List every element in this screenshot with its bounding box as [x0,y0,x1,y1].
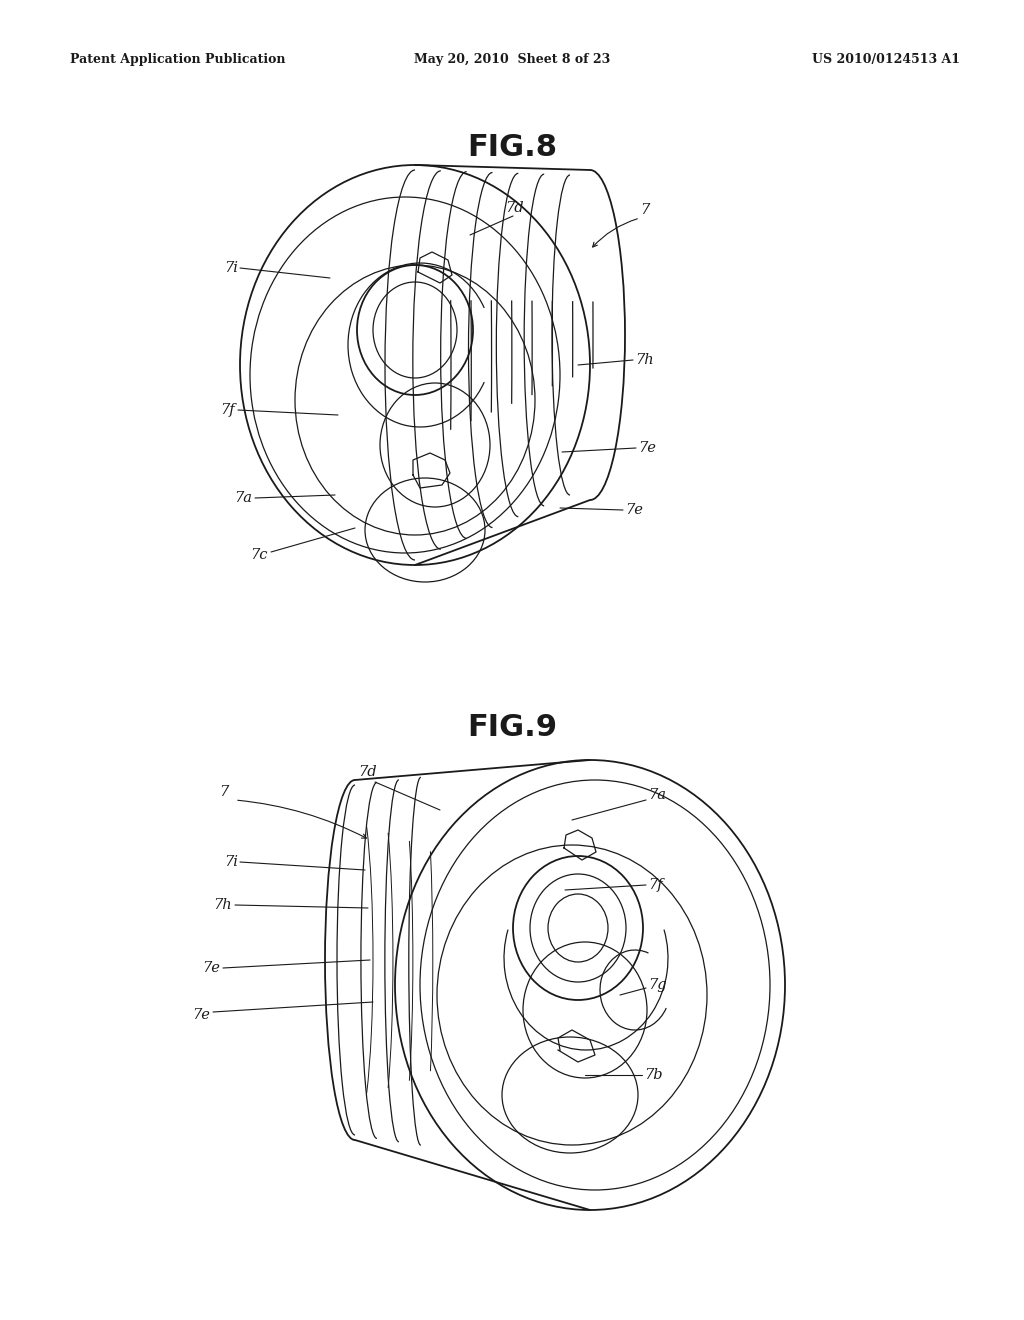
Text: 7c: 7c [251,548,268,562]
Text: 7h: 7h [635,352,653,367]
Text: 7g: 7g [648,978,667,993]
Text: 7: 7 [640,203,649,216]
Text: 7f: 7f [220,403,234,417]
Text: 7d: 7d [358,766,377,779]
Text: May 20, 2010  Sheet 8 of 23: May 20, 2010 Sheet 8 of 23 [414,54,610,66]
Text: 7i: 7i [224,261,238,275]
Text: 7h: 7h [213,898,232,912]
Text: 7e: 7e [202,961,220,975]
Text: 7a: 7a [234,491,252,506]
Text: 7e: 7e [193,1008,210,1022]
Text: 7b: 7b [644,1068,663,1082]
Text: 7a: 7a [648,788,666,803]
Text: 7: 7 [219,785,228,799]
Text: 7d: 7d [505,201,523,215]
Text: 7i: 7i [224,855,238,869]
Text: US 2010/0124513 A1: US 2010/0124513 A1 [812,54,961,66]
Text: Patent Application Publication: Patent Application Publication [70,54,286,66]
Text: 7e: 7e [638,441,656,455]
Text: FIG.8: FIG.8 [467,133,557,162]
Text: FIG.9: FIG.9 [467,714,557,742]
Text: 7e: 7e [625,503,643,517]
Text: 7f: 7f [648,878,663,892]
